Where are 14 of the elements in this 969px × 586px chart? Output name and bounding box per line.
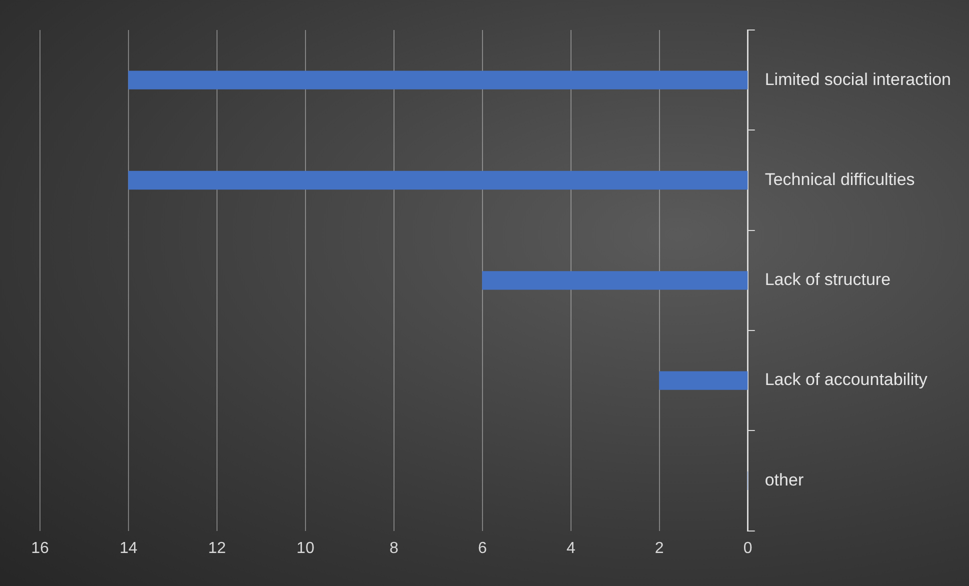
y-tick-label: Lack of accountability bbox=[764, 370, 928, 390]
x-tick-label: 4 bbox=[566, 540, 576, 557]
x-tick-label: 14 bbox=[120, 540, 138, 557]
x-tick-label: 12 bbox=[208, 540, 226, 557]
x-tick-label: 10 bbox=[296, 540, 314, 557]
y-tick-label: Lack of structure bbox=[764, 270, 891, 290]
x-tick-label: 8 bbox=[389, 540, 398, 557]
y-tick-label: Limited social interaction bbox=[764, 70, 952, 89]
x-tick-label: 6 bbox=[478, 540, 487, 557]
y-tick-label: other bbox=[764, 470, 804, 490]
y-tick-label: Technical difficulties bbox=[764, 170, 915, 189]
x-tick-label: 16 bbox=[31, 540, 49, 557]
x-tick-label: 2 bbox=[654, 540, 664, 557]
x-tick-label: 0 bbox=[743, 540, 752, 557]
